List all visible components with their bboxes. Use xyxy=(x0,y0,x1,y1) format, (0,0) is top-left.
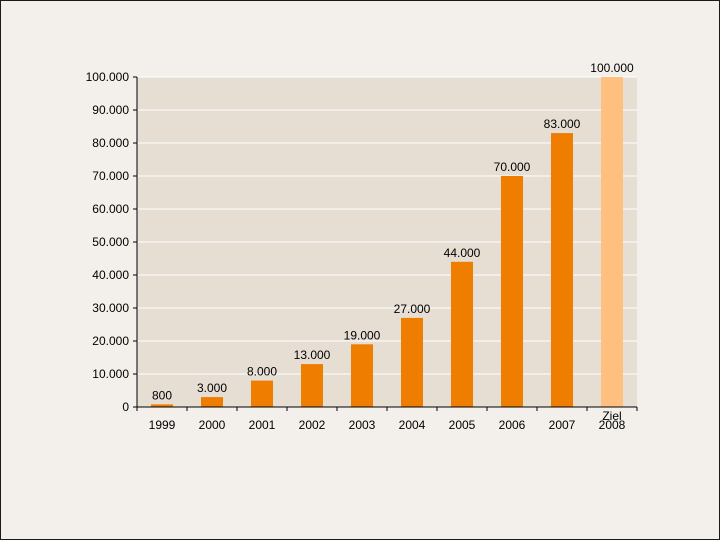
x-tick-label-line: 2003 xyxy=(349,418,376,432)
data-label: 800 xyxy=(152,388,172,402)
x-tick-label-line: 2006 xyxy=(499,418,526,432)
x-tick-label-line: 2004 xyxy=(399,418,426,432)
data-label: 8.000 xyxy=(247,365,277,379)
data-label: 3.000 xyxy=(197,381,227,395)
y-tick-label: 20.000 xyxy=(92,334,129,348)
y-tick-label: 100.000 xyxy=(86,70,130,84)
y-tick-label: 90.000 xyxy=(92,103,129,117)
y-axis-ticks: 0 10.000 20.000 30.000 40.000 50.000 60.000 70.… xyxy=(86,70,137,414)
data-label: 44.000 xyxy=(444,246,481,260)
x-tick-label-line: 2008 xyxy=(599,418,626,432)
data-label: 27.000 xyxy=(394,302,431,316)
bar-2003 xyxy=(351,344,373,407)
data-label: 100.000 xyxy=(590,61,634,75)
bar-ziel-2008 xyxy=(601,77,623,407)
data-label: 70.000 xyxy=(494,160,531,174)
x-tick-label-line: Ziel xyxy=(602,409,621,423)
x-tick-label: 2002 xyxy=(299,418,326,432)
data-label: 83.000 xyxy=(544,117,581,131)
x-tick-label: 2004 xyxy=(399,418,426,432)
y-tick-label: 0 xyxy=(122,400,129,414)
x-tick-label-line: 2005 xyxy=(449,418,476,432)
x-tick-label: 2003 xyxy=(349,418,376,432)
bar-2004 xyxy=(401,317,423,407)
y-tick-label: 30.000 xyxy=(92,301,129,315)
x-tick-label: 2006 xyxy=(499,418,526,432)
bar-2002 xyxy=(301,364,323,407)
bar-2007 xyxy=(551,133,573,407)
y-tick-label: 40.000 xyxy=(92,268,129,282)
x-tick-label: 2005 xyxy=(449,418,476,432)
data-labels: 800 3.000 8.000 13.000 19.000 27.000 44.000 70.… xyxy=(152,61,634,402)
x-tick-label-line: 1999 xyxy=(149,418,176,432)
x-tick-label-line: 2001 xyxy=(249,418,276,432)
x-tick-label: 1999 xyxy=(149,418,176,432)
bar-2000 xyxy=(201,397,223,407)
x-tick-label-line: 2002 xyxy=(299,418,326,432)
x-tick-label: 2007 xyxy=(549,418,576,432)
x-tick-label: 2001 xyxy=(249,418,276,432)
bar-2001 xyxy=(251,380,273,407)
data-label: 19.000 xyxy=(344,328,381,342)
x-tick-label-line: 2000 xyxy=(199,418,226,432)
y-tick-label: 10.000 xyxy=(92,367,129,381)
x-tick-label: 2000 xyxy=(199,418,226,432)
y-tick-label: 80.000 xyxy=(92,136,129,150)
bar-2005 xyxy=(451,261,473,407)
x-tick-label-line: 2007 xyxy=(549,418,576,432)
x-tick-label: Ziel 2008 xyxy=(599,409,626,432)
y-tick-label: 60.000 xyxy=(92,202,129,216)
x-axis-ticks: 1999 2000 2001 2002 2003 2004 2005 2006 2007 Ziel… xyxy=(136,407,638,432)
bar-2006 xyxy=(501,176,523,407)
bar-1999 xyxy=(151,404,173,407)
data-label: 13.000 xyxy=(294,348,331,362)
y-tick-label: 50.000 xyxy=(92,235,129,249)
y-tick-label: 70.000 xyxy=(92,169,129,183)
bars xyxy=(151,77,623,407)
